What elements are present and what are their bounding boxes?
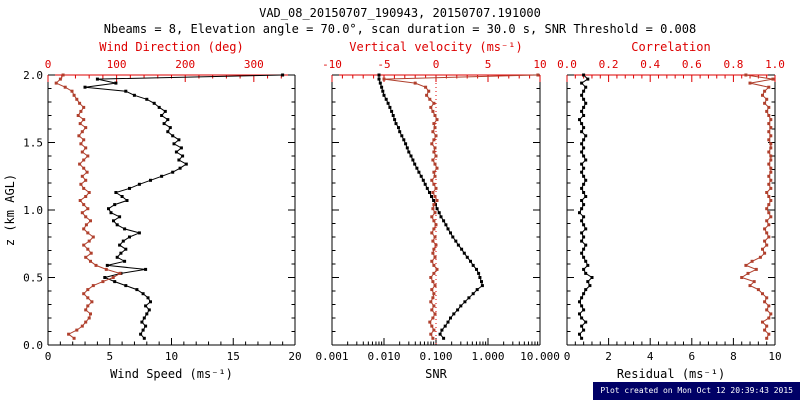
- x-tick-label: 1.000: [471, 350, 504, 363]
- top-axis-title: Wind Direction (deg): [99, 40, 244, 54]
- x-tick-label: 2: [605, 350, 612, 363]
- x-tick-label: 5: [106, 350, 113, 363]
- top-axis-title: Vertical velocity (ms⁻¹): [349, 40, 522, 54]
- top-tick-label: 200: [175, 58, 195, 71]
- wind-speed-line: [84, 74, 283, 339]
- top-tick-label: 0: [45, 58, 52, 71]
- top-tick-label: 300: [244, 58, 264, 71]
- top-tick-label: 0.8: [723, 58, 743, 71]
- x-tick-label: 10.000: [520, 350, 560, 363]
- top-tick-label: 10: [533, 58, 546, 71]
- correlation-markers: [740, 73, 775, 340]
- y-tick-label: 0.0: [23, 339, 43, 352]
- residual-markers: [578, 73, 594, 340]
- residual-panel: 0 2 4 6 8 10 Residual (ms⁻¹) 0.0 0.2 0.4 0.6 0.8 1.0…: [557, 40, 785, 381]
- snr-markers: [377, 73, 484, 340]
- x-tick-label: 0.010: [367, 350, 400, 363]
- top-tick-label: -10: [322, 58, 342, 71]
- x-axis-title: Residual (ms⁻¹): [617, 367, 725, 381]
- x-tick-label: 20: [288, 350, 301, 363]
- creation-timestamp: Plot created on Mon Oct 12 20:39:43 2015: [593, 382, 800, 400]
- x-tick-label: 6: [688, 350, 695, 363]
- plot-title: VAD_08_20150707_190943, 20150707.191000: [259, 6, 541, 20]
- y-tick-label: 1.5: [23, 137, 43, 150]
- y-axis-title: z (km AGL): [3, 174, 17, 246]
- x-tick-label: 10: [768, 350, 781, 363]
- top-tick-label: 0: [433, 58, 440, 71]
- y-tick-label: 2.0: [23, 69, 43, 82]
- wind-direction-markers: [54, 73, 122, 340]
- x-tick-label: 10: [165, 350, 178, 363]
- top-tick-label: 1.0: [765, 58, 785, 71]
- x-tick-label: 0.100: [419, 350, 452, 363]
- top-axis-title: Correlation: [631, 40, 710, 54]
- x-tick-label: 0: [45, 350, 52, 363]
- y-tick-label: 0.5: [23, 272, 43, 285]
- top-tick-label: 0.4: [640, 58, 660, 71]
- x-axis-title: SNR: [425, 367, 447, 381]
- vertical-velocity-markers: [382, 73, 540, 340]
- y-tick-label: 1.0: [23, 204, 43, 217]
- top-tick-label: -5: [377, 58, 390, 71]
- top-tick-label: 0.6: [682, 58, 702, 71]
- x-tick-label: 0.001: [315, 350, 348, 363]
- top-tick-label: 5: [485, 58, 492, 71]
- wind-speed-markers: [83, 73, 285, 340]
- x-tick-label: 0: [564, 350, 571, 363]
- vertical-velocity-line: [383, 74, 538, 339]
- snr-panel: 0.001 0.010 0.100 1.000 10.000 SNR -10 -5 0 5 10 Ve…: [315, 40, 559, 381]
- x-axis-title: Wind Speed (ms⁻¹): [110, 367, 233, 381]
- x-tick-label: 15: [227, 350, 240, 363]
- x-tick-label: 8: [730, 350, 737, 363]
- top-tick-label: 0.0: [557, 58, 577, 71]
- top-tick-label: 0.2: [599, 58, 619, 71]
- plot-subtitle: Nbeams = 8, Elevation angle = 70.0°, sca…: [103, 22, 697, 36]
- top-tick-label: 100: [107, 58, 127, 71]
- x-tick-label: 4: [647, 350, 654, 363]
